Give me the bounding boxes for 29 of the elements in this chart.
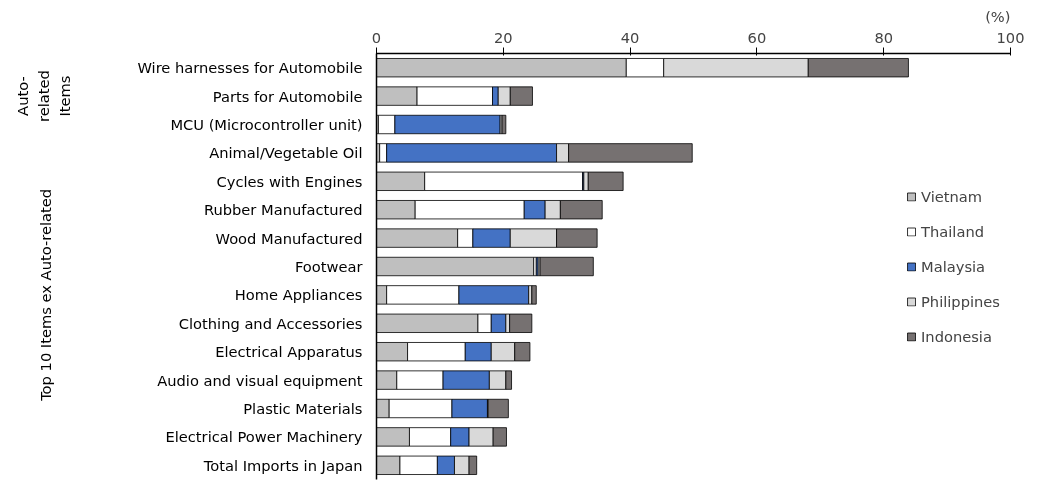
y-tick-label: Home Appliances (234, 286, 363, 304)
x-tick-label: 80 (874, 28, 894, 46)
legend-label: Malaysia (921, 257, 986, 275)
text: (%) (985, 7, 1011, 25)
y-tick-label: Animal/Vegetable Oil (209, 144, 363, 162)
y-tick-label: MCU (Microcontroller unit) (170, 116, 363, 133)
y-tick-label: Wire harnesses for Automobile (137, 59, 363, 77)
legend-label: Thailand (921, 222, 984, 240)
y-tick-label: Rubber Manufactured (203, 201, 363, 219)
x-tick-label: 0 (371, 28, 382, 46)
y-tick-label: Clothing and Accessories (178, 314, 363, 332)
y-tick-label: Footwear (294, 258, 364, 275)
x-tick-label: 100 (996, 28, 1025, 46)
y-tick-label: Wood Manufactured (215, 229, 363, 247)
text: Top 10 Items ex Auto-related (37, 188, 54, 402)
y-tick-label: Electrical Apparatus (215, 343, 363, 361)
y-tick-label: Audio and visual equipment (157, 371, 363, 389)
legend-label: Philippines (921, 292, 1000, 310)
y-tick-label: Cycles with Engines (216, 172, 363, 190)
y-tick-label: Parts for Automobile (212, 87, 363, 105)
y-tick-label: Plastic Materials (243, 400, 363, 417)
x-tick-label: 40 (620, 28, 640, 46)
x-tick-label: 20 (493, 28, 513, 46)
x-tick-label: 60 (747, 28, 767, 46)
y-tick-label: Total Imports in Japan (202, 456, 363, 474)
y-tick-label: Electrical Power Machinery (165, 428, 363, 446)
legend-label: Indonesia (921, 327, 992, 345)
text: Auto-related Items (14, 70, 73, 123)
legend-label: Vietnam (921, 187, 983, 205)
